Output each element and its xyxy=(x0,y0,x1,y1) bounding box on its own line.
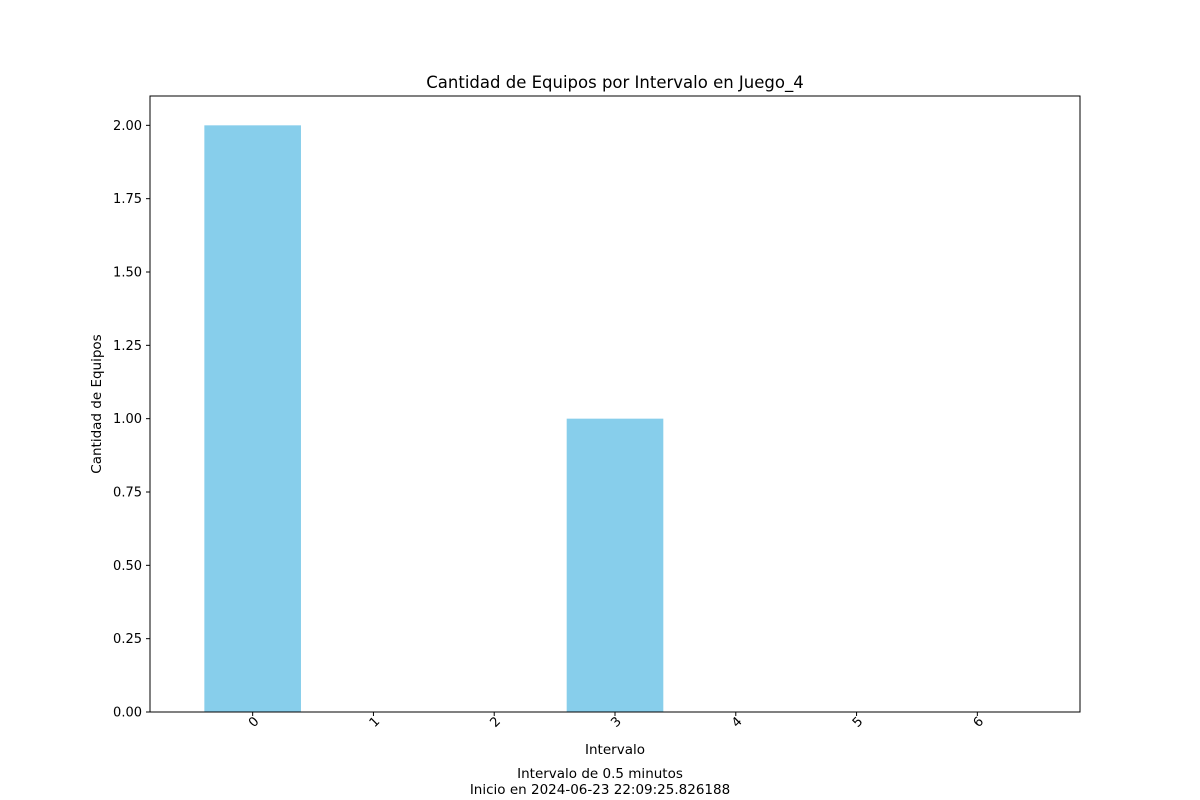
y-tick-label: 1.50 xyxy=(113,266,142,281)
plot-area: 0.00 0.25 0.50 0.75 1.00 1.25 1.50 1.75 2.00 0 1 2 3… xyxy=(113,95,1081,731)
x-tick-label: 5 xyxy=(850,714,866,730)
bar-3 xyxy=(566,418,664,712)
axes-frame xyxy=(149,95,1081,713)
y-tick-label: 1.75 xyxy=(113,192,142,207)
y-axis-label: Cantidad de Equipos xyxy=(89,334,105,473)
x-axis-label: Intervalo xyxy=(585,742,645,758)
y-tick-label: 0.75 xyxy=(113,486,142,501)
x-tick-label: 1 xyxy=(367,714,383,730)
x-tick-label: 0 xyxy=(246,714,262,730)
bar-0 xyxy=(204,125,301,713)
footer-interval-note: Intervalo de 0.5 minutos xyxy=(517,766,683,782)
footer-start-note: Inicio en 2024-06-23 22:09:25.826188 xyxy=(470,782,730,798)
chart-title: Cantidad de Equipos por Intervalo en Jue… xyxy=(426,73,803,93)
y-tick-label: 0.00 xyxy=(113,706,142,721)
x-tick-label: 3 xyxy=(608,714,624,730)
y-tick-label: 0.25 xyxy=(113,632,142,647)
x-tick-label: 4 xyxy=(729,714,745,730)
y-tick-label: 0.50 xyxy=(113,559,142,574)
y-tick-label: 1.25 xyxy=(113,339,142,354)
x-tick-label: 6 xyxy=(971,714,987,730)
y-tick-label: 1.00 xyxy=(113,412,142,427)
y-tick-label: 2.00 xyxy=(113,119,142,134)
x-tick-label: 2 xyxy=(488,714,504,730)
